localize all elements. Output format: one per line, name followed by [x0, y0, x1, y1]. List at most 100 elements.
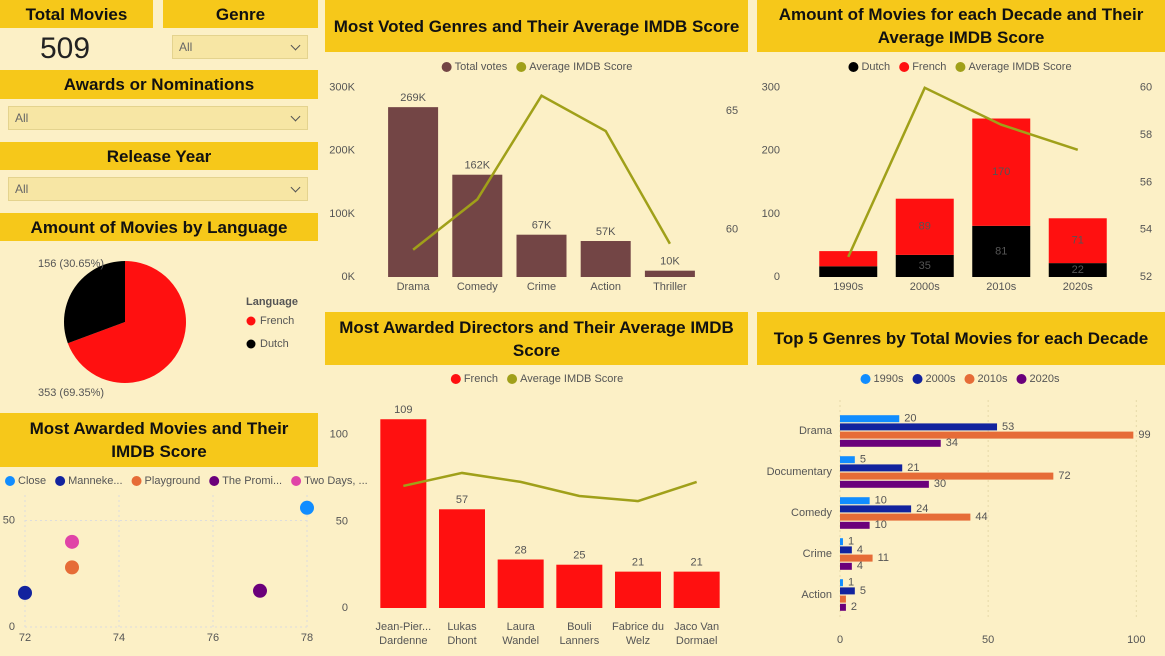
data-label: 89: [919, 221, 931, 233]
legend-label: Average IMDB Score: [520, 373, 623, 385]
x-tick-label: Thriller: [653, 281, 687, 293]
x-tick-label: Dormael: [676, 635, 718, 647]
bar: [840, 505, 912, 513]
legend-marker: [246, 316, 256, 326]
scatter-point: [65, 560, 79, 575]
bar: [819, 251, 878, 267]
legend-marker: [912, 374, 923, 384]
data-label: 72: [1058, 470, 1070, 482]
y-tick-label: Action: [801, 589, 832, 601]
slicer-dropdown[interactable]: All: [172, 35, 308, 59]
bar: [840, 415, 900, 423]
legend-label: The Promi...: [222, 475, 282, 487]
data-label: 21: [632, 557, 644, 569]
slicer-dropdown[interactable]: All: [8, 106, 308, 130]
data-label: 269K: [400, 92, 426, 104]
x-tick-label: Bouli: [567, 621, 591, 633]
legend-label: 1990s: [874, 373, 904, 385]
x-tick-label: Jaco Van: [674, 621, 719, 633]
x-tick-label: 1990s: [833, 281, 863, 293]
bar: [439, 509, 485, 608]
data-label: 21: [907, 462, 919, 474]
data-label: 24: [916, 503, 928, 515]
x-tick-label: Lukas: [447, 621, 477, 633]
data-label: 53: [1002, 421, 1014, 433]
bar: [497, 559, 544, 608]
y-tick-label: 100K: [329, 208, 355, 220]
bar: [840, 595, 846, 603]
x-tick-label: Welz: [626, 635, 650, 647]
bar: [380, 419, 427, 608]
legend-marker: [5, 476, 15, 486]
data-label: 99: [1138, 429, 1150, 441]
y-tick-label: 50: [336, 515, 348, 527]
bar: [1048, 263, 1107, 277]
legend-label: Average IMDB Score: [968, 61, 1071, 73]
data-label: 22: [1072, 264, 1084, 276]
chart-title: Most Awarded Movies and Their IMDB Score: [0, 413, 318, 467]
legend-marker: [899, 62, 910, 72]
card-label: Total Movies: [0, 0, 153, 28]
slicer-title: Awards or Nominations: [0, 70, 318, 99]
x-tick-label: Lanners: [559, 635, 599, 647]
legend-marker: [131, 476, 142, 486]
bar: [840, 546, 852, 554]
scatter-point: [65, 534, 79, 549]
y-tick-label: 50: [3, 514, 15, 526]
scatter-point: [18, 585, 32, 600]
bar: [840, 423, 998, 431]
bar: [840, 456, 855, 464]
bar: [819, 266, 878, 277]
data-label: 28: [515, 544, 527, 556]
legend-marker: [848, 62, 859, 72]
y-tick-label: Comedy: [791, 507, 832, 519]
bar: [580, 241, 631, 277]
data-label: 109: [394, 404, 412, 416]
data-label: 44: [975, 511, 987, 523]
y-tick-label: 200K: [329, 145, 355, 157]
y-tick-label: 200: [762, 145, 780, 157]
scatter-point: [300, 500, 314, 515]
legend-label: Two Days, ...: [304, 475, 368, 487]
y2-tick-label: 56: [1140, 176, 1152, 188]
data-label: 1: [848, 536, 854, 548]
data-label: 5: [860, 454, 866, 466]
x-tick-label: 2000s: [910, 281, 940, 293]
bar: [516, 234, 567, 277]
data-label: 10: [875, 495, 887, 507]
y-tick-label: 100: [330, 429, 348, 441]
legend-marker: [55, 476, 66, 486]
legend-label: 2000s: [926, 373, 956, 385]
chart-title: Amount of Movies for each Decade and The…: [757, 0, 1165, 52]
x-tick-label: 50: [982, 634, 994, 646]
slicer-dropdown[interactable]: All: [8, 177, 308, 201]
bar: [840, 472, 1054, 480]
scatter-point: [253, 583, 267, 598]
y-tick-label: 0: [9, 621, 15, 633]
legend-marker: [860, 374, 871, 384]
legend-label: Manneke...: [68, 475, 122, 487]
x-tick-label: Fabrice du: [612, 621, 664, 633]
data-label: 1: [848, 577, 854, 589]
legend-label: 2020s: [1029, 373, 1059, 385]
x-tick-label: 78: [301, 632, 313, 644]
legend-label: Close: [18, 475, 46, 487]
x-tick-label: 0: [837, 634, 843, 646]
x-tick-label: Laura: [507, 621, 536, 633]
bar: [840, 603, 846, 611]
card-value: 509: [39, 32, 91, 65]
y2-tick-label: 52: [1140, 271, 1152, 283]
data-label: 35: [919, 260, 931, 272]
legend-marker: [441, 62, 452, 72]
line: [403, 471, 698, 503]
x-tick-label: 100: [1127, 634, 1145, 646]
bar: [972, 118, 1031, 226]
data-label: 10: [875, 519, 887, 531]
bar: [840, 497, 870, 505]
data-label: 156 (30.65%): [38, 258, 104, 270]
bar: [840, 431, 1134, 439]
data-label: 11: [878, 552, 889, 564]
data-label: 170: [992, 166, 1010, 178]
